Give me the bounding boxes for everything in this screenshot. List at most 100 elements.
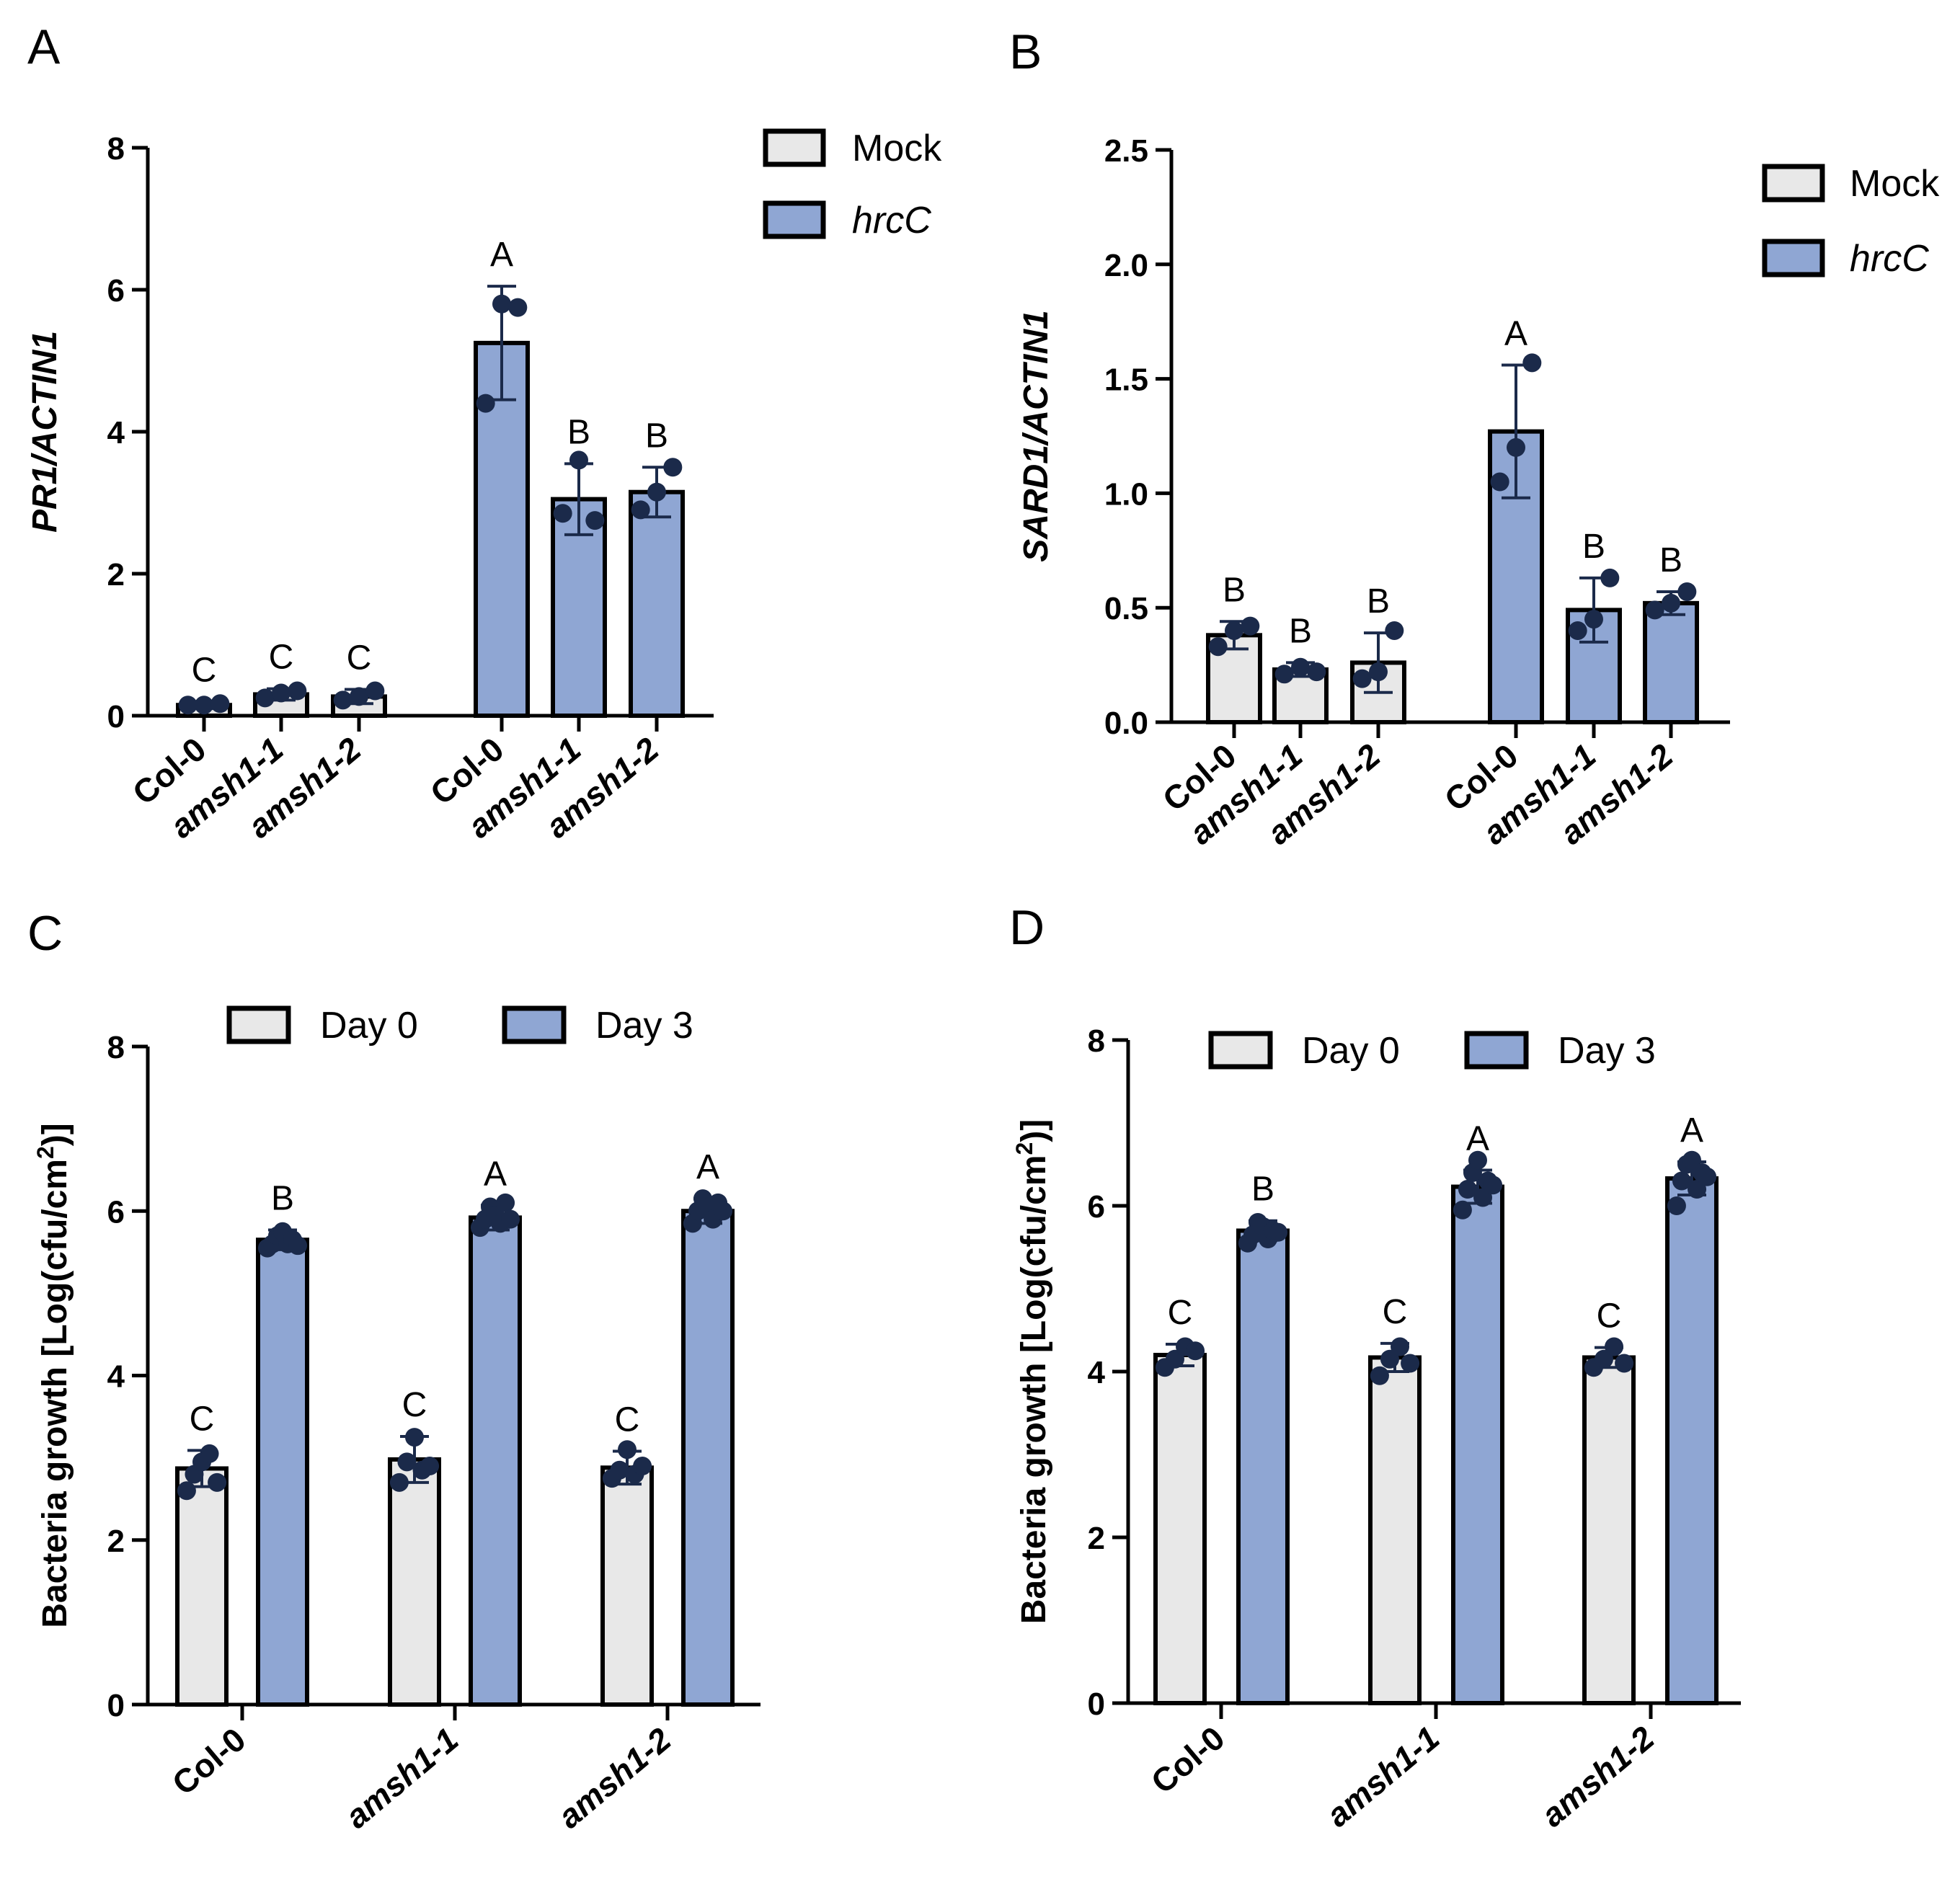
significance-label: C [1597, 1297, 1622, 1336]
y-tick-label: 4 [107, 415, 125, 450]
legend-swatch [1208, 1031, 1273, 1070]
y-tick-label: 0 [107, 699, 125, 734]
data-point [200, 1444, 219, 1463]
data-point [1186, 1341, 1205, 1361]
data-point [1453, 1200, 1472, 1220]
panel-letter: C [27, 906, 63, 961]
significance-label: C [347, 639, 372, 678]
y-axis-label: PR1/ACTIN1 [26, 331, 64, 533]
bar [469, 1215, 522, 1707]
legend-label: Mock [1850, 163, 1940, 205]
panel-a: A02468PR1/ACTIN1CCol-0Camsh1-1Camsh1-2AC… [26, 19, 942, 845]
y-axis-label: SARD1/ACTIN1 [1017, 310, 1055, 561]
data-point [1615, 1354, 1634, 1373]
data-point [1385, 621, 1404, 640]
y-axis-label-text: Bacteria growth [Log(cfu/cm [1015, 1155, 1053, 1625]
data-point [1484, 1176, 1503, 1195]
data-point [496, 1193, 515, 1212]
significance-label: B [1659, 541, 1682, 579]
bar [256, 1238, 309, 1707]
y-tick-label: 2 [1088, 1521, 1105, 1556]
y-tick-label: 0 [107, 1688, 125, 1723]
data-point [1667, 1196, 1686, 1215]
data-point [1274, 665, 1294, 684]
y-tick-label: 2 [107, 1524, 125, 1559]
category-label: amsh1-1 [338, 1720, 465, 1836]
bar [1368, 1355, 1422, 1705]
significance-label: B [1289, 612, 1312, 650]
data-point [1307, 662, 1326, 682]
data-point [610, 1460, 629, 1480]
significance-label: C [402, 1386, 427, 1424]
legend-swatch [763, 200, 826, 239]
significance-label: C [1168, 1294, 1193, 1332]
data-point [1269, 1222, 1288, 1242]
data-point [618, 1440, 637, 1460]
significance-label: B [1582, 528, 1605, 566]
data-point [508, 298, 528, 317]
data-point [1682, 1150, 1701, 1170]
y-tick-label: 6 [107, 1194, 125, 1230]
y-axis-label-text: Bacteria growth [Log(cfu/cm [36, 1159, 74, 1628]
data-point [1401, 1354, 1420, 1373]
y-tick-label: 8 [107, 1030, 125, 1065]
data-point [350, 687, 368, 706]
data-point [288, 1236, 308, 1256]
data-point [553, 504, 572, 523]
significance-label: A [696, 1148, 719, 1186]
significance-label: B [567, 413, 590, 451]
panel-letter: D [1009, 900, 1045, 955]
data-point [420, 1457, 440, 1476]
legend-label: Day 3 [1558, 1030, 1656, 1072]
data-point [1165, 1349, 1184, 1369]
data-point [1698, 1167, 1717, 1186]
legend-swatch [1464, 1031, 1529, 1070]
y-axis-label-text: PR1/ACTIN1 [26, 331, 64, 533]
data-point [1672, 1171, 1691, 1191]
y-tick-label: 2.5 [1104, 133, 1148, 169]
y-tick-label: 2.0 [1104, 248, 1148, 283]
bar [681, 1209, 735, 1707]
legend-label: Day 3 [595, 1005, 693, 1047]
data-point [663, 458, 683, 477]
data-point [1605, 1337, 1624, 1356]
category-label: amsh1-2 [1534, 1719, 1662, 1834]
data-point [647, 482, 666, 502]
y-axis-label-sup: 2 [32, 1146, 58, 1159]
y-tick-label: 6 [107, 273, 125, 308]
significance-label: A [490, 236, 513, 274]
y-tick-label: 6 [1088, 1189, 1105, 1225]
significance-label: B [1223, 571, 1246, 609]
data-point [1291, 657, 1310, 677]
legend-swatch [502, 1005, 567, 1044]
bar [1153, 1353, 1207, 1705]
legend-label: Mock [852, 128, 942, 169]
y-tick-label: 0.0 [1104, 706, 1148, 741]
data-point [585, 511, 605, 530]
data-point [1600, 568, 1620, 587]
data-point [178, 696, 198, 715]
data-point [210, 694, 230, 714]
data-point [397, 1452, 417, 1472]
significance-label: A [484, 1155, 507, 1193]
significance-label: A [1504, 315, 1527, 353]
legend-swatch [763, 128, 826, 167]
data-point [714, 1201, 733, 1221]
significance-label: C [1383, 1293, 1408, 1331]
y-tick-label: 1.0 [1104, 476, 1148, 512]
bar [1582, 1355, 1636, 1705]
y-tick-label: 0.5 [1104, 591, 1148, 626]
data-point [1468, 1150, 1487, 1170]
bar [629, 489, 685, 718]
data-point [255, 688, 275, 708]
legend-label: Day 0 [1302, 1030, 1400, 1072]
bar [1643, 600, 1699, 725]
bar [1665, 1176, 1719, 1706]
data-point [405, 1428, 424, 1447]
data-point [1473, 1188, 1493, 1207]
data-point [1688, 1180, 1707, 1199]
y-axis-label: Bacteria growth [Log(cfu/cm2)] [1011, 1119, 1053, 1624]
data-point [1458, 1180, 1477, 1199]
